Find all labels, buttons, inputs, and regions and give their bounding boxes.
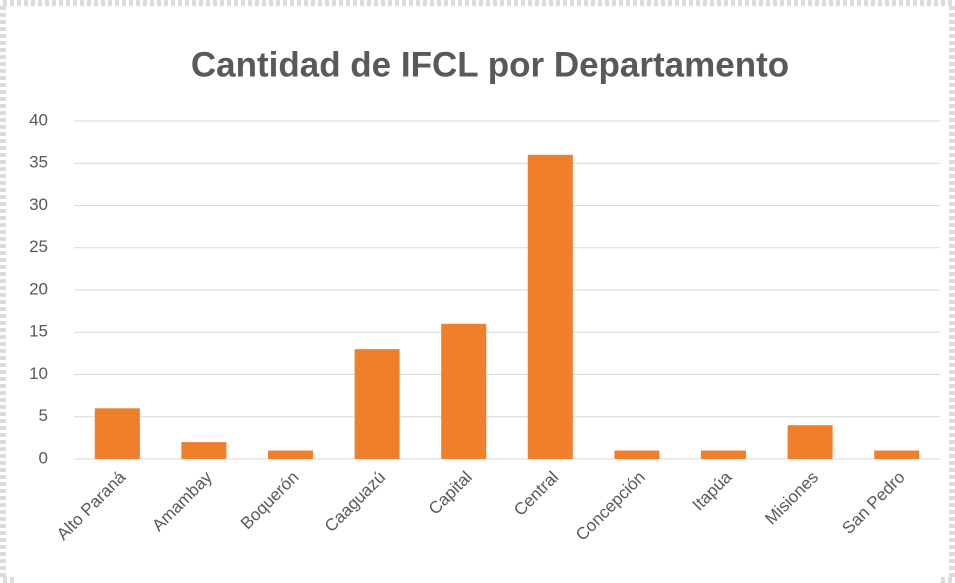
y-tick-label: 30 (29, 195, 48, 214)
bar (787, 425, 833, 459)
y-tick-label: 35 (29, 153, 48, 172)
chart-title: Cantidad de IFCL por Departamento (191, 45, 789, 84)
bar (527, 154, 573, 460)
bar (700, 450, 747, 459)
bar (874, 450, 920, 459)
y-tick-label: 5 (39, 406, 48, 425)
y-tick-label: 10 (29, 364, 48, 383)
chart-area (14, 16, 941, 583)
y-tick-label: 0 (39, 448, 48, 467)
y-tick-label: 25 (29, 237, 48, 256)
bar (181, 442, 227, 459)
bar (441, 323, 487, 459)
bar (614, 450, 660, 459)
bar (267, 450, 314, 459)
bar (354, 349, 400, 459)
y-tick-label: 40 (29, 110, 48, 129)
y-tick-label: 20 (29, 279, 48, 298)
bar (94, 408, 140, 459)
y-tick-label: 15 (29, 322, 48, 341)
